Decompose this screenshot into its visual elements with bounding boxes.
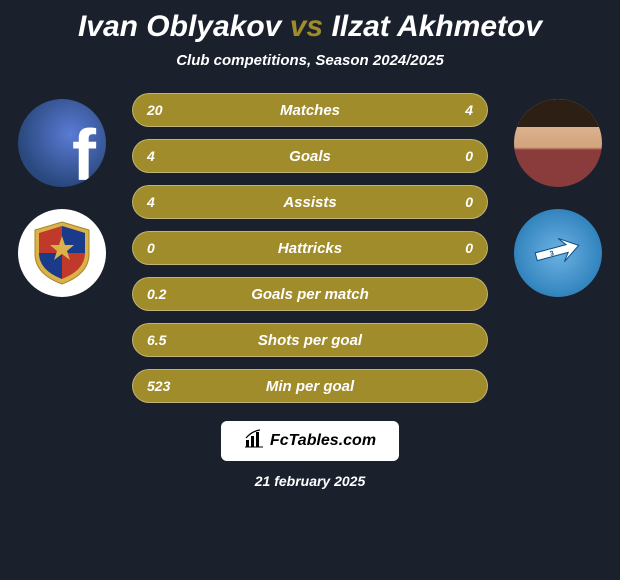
date-label: 21 february 2025	[255, 473, 366, 489]
stat-row-hattricks: 0 Hattricks 0	[132, 231, 488, 265]
stat-right-value: 0	[431, 240, 473, 256]
stat-left-value: 6.5	[147, 332, 189, 348]
comparison-body: 20 Matches 4 4 Goals 0 4 Assists 0 0 Hat…	[0, 93, 620, 403]
left-column	[8, 93, 116, 297]
player1-club-logo	[18, 209, 106, 297]
stat-label: Assists	[283, 194, 336, 211]
stat-label: Goals per match	[251, 286, 369, 303]
stats-column: 20 Matches 4 4 Goals 0 4 Assists 0 0 Hat…	[116, 93, 504, 403]
stat-left-value: 4	[147, 194, 189, 210]
stat-left-value: 4	[147, 148, 189, 164]
stat-label: Min per goal	[266, 378, 354, 395]
player1-name: Ivan Oblyakov	[78, 10, 281, 43]
player1-avatar	[18, 99, 106, 187]
bar-chart-icon	[244, 429, 264, 454]
brand-text: FcTables.com	[270, 432, 376, 450]
stat-right-value: 0	[431, 194, 473, 210]
stat-label: Shots per goal	[258, 332, 362, 349]
stat-right-value: 4	[431, 102, 473, 118]
stat-label: Matches	[280, 102, 340, 119]
player2-name: Ilzat Akhmetov	[331, 10, 542, 43]
brand-badge: FcTables.com	[221, 421, 399, 461]
stat-row-goals-per-match: 0.2 Goals per match	[132, 277, 488, 311]
player2-avatar	[514, 99, 602, 187]
comparison-card: Ivan Oblyakov vs Ilzat Akhmetov Club com…	[0, 0, 620, 580]
stat-row-min-per-goal: 523 Min per goal	[132, 369, 488, 403]
stat-label: Goals	[289, 148, 331, 165]
stat-left-value: 0.2	[147, 286, 189, 302]
footer: FcTables.com 21 february 2025	[0, 421, 620, 489]
stat-left-value: 20	[147, 102, 189, 118]
stat-left-value: 523	[147, 378, 189, 394]
stat-row-assists: 4 Assists 0	[132, 185, 488, 219]
zenit-arrow-icon: 3	[527, 222, 589, 284]
stat-row-shots-per-goal: 6.5 Shots per goal	[132, 323, 488, 357]
stat-left-value: 0	[147, 240, 189, 256]
stat-right-value: 0	[431, 148, 473, 164]
stat-row-matches: 20 Matches 4	[132, 93, 488, 127]
stat-label: Hattricks	[278, 240, 342, 257]
vs-label: vs	[290, 10, 323, 43]
page-title: Ivan Oblyakov vs Ilzat Akhmetov	[0, 10, 620, 44]
subtitle: Club competitions, Season 2024/2025	[0, 52, 620, 69]
player2-club-logo: 3	[514, 209, 602, 297]
right-column: 3	[504, 93, 612, 297]
cska-shield-icon	[27, 218, 97, 288]
stat-row-goals: 4 Goals 0	[132, 139, 488, 173]
